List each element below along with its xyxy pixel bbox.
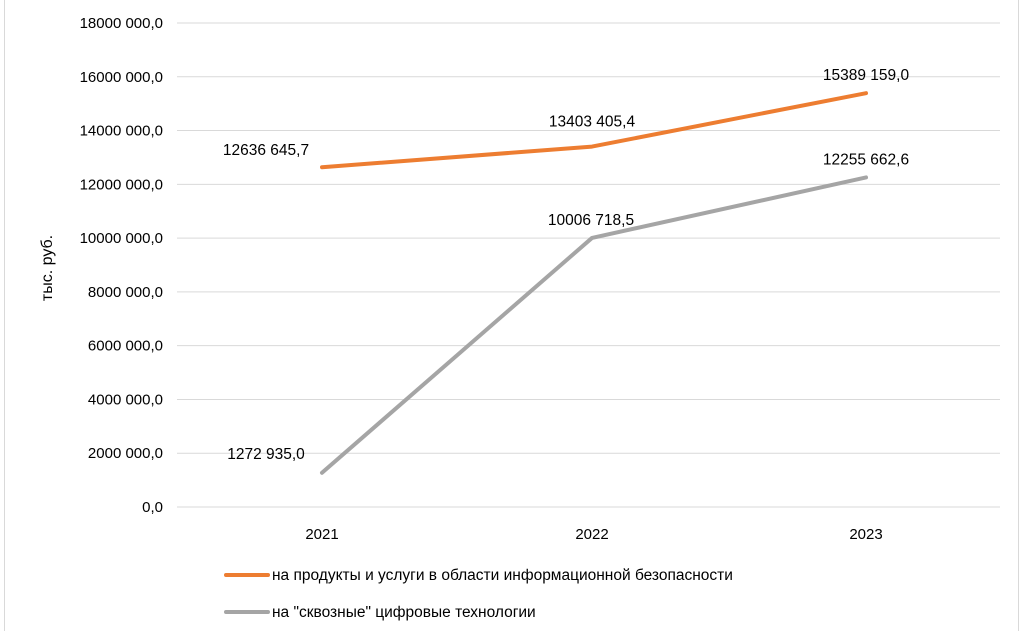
y-tick-label: 4000 000,0 <box>88 391 163 408</box>
y-tick-label: 16000 000,0 <box>80 69 163 86</box>
y-tick-label: 2000 000,0 <box>88 445 163 462</box>
y-tick-label: 14000 000,0 <box>80 123 163 140</box>
y-tick-label: 6000 000,0 <box>88 338 163 355</box>
y-tick-label: 0,0 <box>142 499 163 516</box>
y-tick-label: 12000 000,0 <box>80 176 163 193</box>
y-axis-label: тыс. руб. <box>39 235 56 301</box>
data-label: 12636 645,7 <box>223 142 309 159</box>
data-label: 10006 718,5 <box>548 212 634 229</box>
data-label: 12255 662,6 <box>823 151 909 168</box>
y-tick-label: 18000 000,0 <box>80 15 163 32</box>
x-tick-label: 2023 <box>849 526 882 543</box>
x-tick-label: 2022 <box>575 526 608 543</box>
y-tick-label: 10000 000,0 <box>80 230 163 247</box>
y-axis-ticks: 0,0 2000 000,0 4000 000,0 6000 000,0 8000 00… <box>80 15 163 516</box>
legend: на продукты и услуги в области информаци… <box>224 567 733 621</box>
series-lines <box>320 91 868 475</box>
data-label: 1272 935,0 <box>227 446 305 463</box>
legend-label-1: на продукты и услуги в области информаци… <box>272 567 733 584</box>
x-axis-ticks: 2021 2022 2023 <box>305 526 882 543</box>
legend-label-2: на "сквозные" цифровые технологии <box>272 604 536 621</box>
x-tick-label: 2021 <box>305 526 338 543</box>
data-labels: 12636 645,7 13403 405,4 15389 159,0 1272 93… <box>223 67 910 463</box>
data-label: 15389 159,0 <box>823 67 910 84</box>
y-tick-label: 8000 000,0 <box>88 284 163 301</box>
gridlines <box>177 22 1000 508</box>
data-label: 13403 405,4 <box>549 114 636 131</box>
